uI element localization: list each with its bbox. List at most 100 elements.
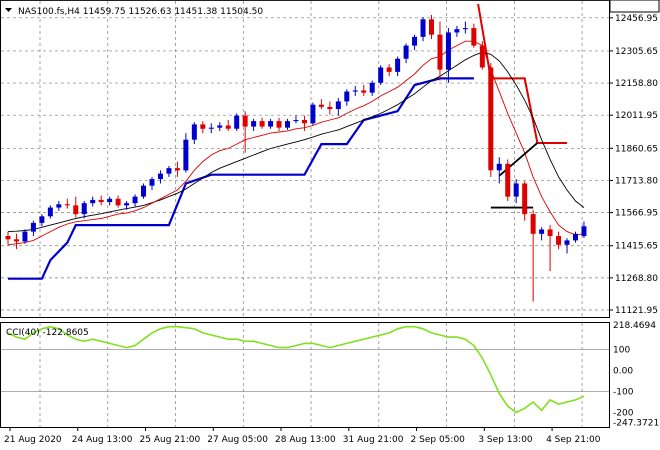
- candle-body: [268, 121, 274, 127]
- candle-body: [488, 67, 494, 171]
- time-tick-label: 4 Sep 21:00: [546, 435, 601, 445]
- candle-body: [208, 127, 214, 129]
- cci-panel-frame: [0, 322, 610, 428]
- candle-body: [437, 34, 443, 70]
- support-step-line: [8, 77, 474, 280]
- axis-labels: 12456.95 12305.65 12158.80 12011.95 11860.65…: [4, 0, 660, 445]
- time-tick-label: 3 Sep 13:00: [478, 435, 533, 445]
- cci-tick-label: -200: [613, 408, 634, 418]
- cci-tick-label: -100: [613, 388, 634, 398]
- candle-body: [335, 101, 341, 110]
- candle-body: [56, 204, 62, 208]
- candle-body: [107, 198, 113, 203]
- cci-plot: [1, 325, 609, 414]
- time-tick-label: 28 Aug 13:00: [275, 435, 336, 445]
- cci-tick-label: 100: [613, 346, 630, 356]
- price-tick-label: 11566.95: [615, 209, 658, 219]
- candle-body: [471, 28, 477, 46]
- candle-body: [572, 233, 578, 241]
- candle-body: [259, 121, 265, 127]
- cci-header: CCI(40) -122.8605: [6, 328, 89, 338]
- symbol-header: NAS100.fs,H4 11459.75 11526.63 11451.38 …: [18, 7, 263, 17]
- candle-body: [369, 82, 375, 93]
- candle-body: [361, 90, 367, 93]
- candle-body: [157, 173, 163, 180]
- grid-lines: [1, 1, 609, 427]
- time-tick-label: 25 Aug 21:00: [140, 435, 201, 445]
- candle-body: [420, 19, 426, 37]
- candle-body: [276, 121, 282, 128]
- candle-body: [73, 205, 79, 215]
- candle-body: [217, 125, 223, 128]
- candle-body: [386, 67, 392, 72]
- candle-body: [378, 67, 384, 83]
- cci-line: [7, 325, 585, 414]
- time-tick-label: 24 Aug 13:00: [72, 435, 133, 445]
- price-tick-label: 11713.80: [615, 176, 658, 186]
- candle-body: [22, 231, 28, 242]
- candle-body: [318, 104, 324, 107]
- candle-body: [547, 229, 553, 237]
- price-tick-label: 11415.65: [615, 242, 658, 252]
- candle-body: [183, 139, 189, 171]
- price-tick-label: 12456.95: [615, 14, 658, 24]
- candle-body: [344, 91, 350, 102]
- candle-body: [395, 58, 401, 72]
- cci-tick-label: 218.4694: [613, 321, 656, 331]
- candle-body: [90, 199, 96, 204]
- time-tick-label: 21 Aug 2020: [4, 435, 62, 445]
- current-price-label: 11504.50: [614, 0, 657, 3]
- candle-body: [81, 203, 87, 215]
- candle-body: [174, 168, 180, 171]
- time-tick-label: 27 Aug 05:00: [207, 435, 268, 445]
- candle-body: [479, 45, 485, 68]
- candle-body: [530, 214, 536, 234]
- candle-body: [30, 222, 36, 232]
- candle-body: [327, 106, 333, 110]
- candle-body: [47, 207, 53, 217]
- price-tick-label: 11268.80: [615, 274, 658, 284]
- candle-body: [242, 115, 248, 127]
- candle-body: [462, 28, 468, 30]
- candle-body: [429, 19, 434, 35]
- candle-body: [132, 196, 138, 204]
- main-chart-frame: [0, 0, 610, 318]
- price-tick-label: 11121.95: [615, 306, 658, 316]
- candle-body: [454, 29, 460, 33]
- candle-body: [564, 240, 570, 245]
- candle-body: [5, 236, 11, 240]
- candle-body: [522, 183, 528, 215]
- candle-body: [225, 125, 231, 129]
- candle-body: [115, 198, 121, 206]
- candle-body: [556, 236, 562, 245]
- price-plot: [1, 0, 609, 302]
- candle-body: [293, 120, 299, 122]
- candle-body: [39, 216, 45, 223]
- candle-body: [251, 121, 257, 127]
- candle-body: [285, 121, 291, 128]
- candle-body: [149, 179, 155, 186]
- time-tick-label: 31 Aug 21:00: [343, 435, 404, 445]
- candle-body: [352, 90, 358, 92]
- symbol-dropdown-icon[interactable]: [5, 8, 12, 12]
- candle-body: [166, 168, 172, 174]
- current-price-tag: [609, 0, 660, 13]
- candle-body: [200, 124, 206, 129]
- candle-body: [64, 204, 70, 206]
- candle-body: [445, 32, 451, 70]
- candle-body: [539, 229, 545, 234]
- price-tick-label: 11860.65: [615, 144, 658, 154]
- candle-body: [412, 36, 418, 46]
- candle-body: [513, 183, 519, 197]
- price-tick-label: 12011.95: [615, 111, 658, 121]
- candle-body: [234, 115, 240, 129]
- cci-tick-label: -247.3721: [613, 418, 659, 428]
- slow-moving-average-line: [7, 51, 585, 233]
- candle-body: [301, 120, 307, 124]
- time-tick-label: 2 Sep 05:00: [411, 435, 466, 445]
- candle-body: [13, 239, 19, 242]
- cci-tick-label: 0.00: [613, 367, 633, 377]
- candle-body: [124, 203, 130, 206]
- candle-body: [310, 104, 316, 124]
